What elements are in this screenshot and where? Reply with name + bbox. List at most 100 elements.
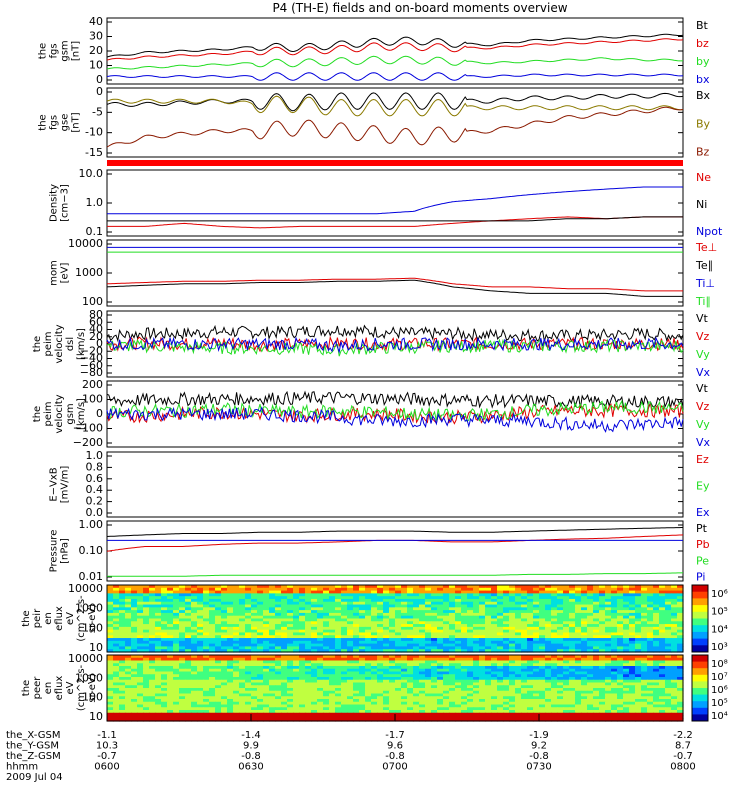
- spectrogram-cell: [293, 635, 300, 639]
- footer-value: -0.8: [529, 751, 549, 762]
- spectrogram-cell: [557, 674, 564, 678]
- spectrogram-cell: [395, 596, 402, 600]
- spectrogram-cell: [449, 674, 456, 678]
- spectrogram-cell: [503, 615, 510, 620]
- spectrogram-cell: [449, 668, 456, 673]
- spectrogram-cell: [599, 682, 606, 686]
- spectrogram-cell: [347, 668, 354, 673]
- spectrogram-cell: [635, 677, 642, 681]
- spectrogram-cell: [263, 624, 270, 628]
- spectrogram-cell: [287, 601, 294, 606]
- spectrogram-cell: [665, 596, 672, 600]
- spectrogram-cell: [371, 707, 378, 711]
- spectrogram-cell: [311, 646, 318, 650]
- spectrogram-cell: [509, 638, 516, 642]
- spectrogram-cell: [665, 610, 672, 614]
- spectrogram-cell: [443, 682, 450, 686]
- spectrogram-cell: [395, 677, 402, 681]
- spectrogram-cell: [617, 693, 624, 697]
- spectrogram-cell: [131, 685, 138, 689]
- spectrogram-cell: [395, 685, 402, 689]
- spectrogram-cell: [269, 663, 276, 667]
- spectrogram-cell: [611, 649, 618, 653]
- spectrogram-cell: [611, 604, 618, 608]
- spectrogram-cell: [425, 624, 432, 628]
- spectrogram-cell: [287, 710, 294, 714]
- spectrogram-cell: [179, 612, 186, 617]
- spectrogram-cell: [551, 685, 558, 689]
- spectrogram-cell: [557, 629, 564, 634]
- spectrogram-cell: [185, 626, 192, 631]
- spectrogram-cell: [581, 646, 588, 650]
- spectrogram-cell: [557, 624, 564, 628]
- spectrogram-cell: [431, 704, 438, 708]
- spectrogram-cell: [461, 671, 468, 675]
- spectrogram-cell: [149, 712, 156, 717]
- spectrogram-cell: [563, 638, 570, 642]
- spectrogram-cell: [113, 699, 120, 703]
- spectrogram-cell: [641, 701, 648, 706]
- y-axis-label: thefgsgse[nT]: [38, 112, 82, 132]
- spectrogram-cell: [623, 593, 630, 597]
- spectrogram-cell: [233, 704, 240, 708]
- spectrogram-cell: [143, 660, 150, 664]
- spectrogram-cell: [287, 685, 294, 689]
- y-tick-label: −20: [80, 344, 103, 357]
- spectrogram-cell: [335, 677, 342, 681]
- spectrogram-cell: [287, 671, 294, 675]
- spectrogram-cell: [677, 640, 684, 645]
- spectrogram-cell: [611, 677, 618, 681]
- spectrogram-cell: [185, 643, 192, 648]
- spectrogram-cell: [311, 674, 318, 678]
- spectrogram-cell: [353, 718, 360, 722]
- spectrogram-cell: [167, 718, 174, 722]
- spectrogram-cell: [215, 590, 222, 594]
- spectrogram-cell: [497, 598, 504, 603]
- spectrogram-cell: [149, 593, 156, 597]
- spectrogram-cell: [107, 710, 114, 714]
- spectrogram-cell: [617, 660, 624, 664]
- spectrogram-cell: [551, 624, 558, 628]
- spectrogram-cell: [449, 604, 456, 608]
- spectrogram-cell: [335, 629, 342, 634]
- spectrogram-cell: [143, 596, 150, 600]
- spectrogram-cell: [221, 615, 228, 620]
- spectrogram-cell: [659, 624, 666, 628]
- spectrogram-cell: [587, 707, 594, 711]
- spectrogram-cell: [569, 701, 576, 706]
- colorbar-segment: [692, 625, 708, 633]
- spectrogram-cell: [389, 601, 396, 606]
- legend-Vz: Vz: [696, 400, 710, 413]
- spectrogram-cell: [137, 707, 144, 711]
- spectrogram-cell: [539, 635, 546, 639]
- spectrogram-cell: [539, 632, 546, 636]
- spectrogram-cell: [167, 663, 174, 667]
- spectrogram-cell: [143, 701, 150, 706]
- spectrogram-cell: [239, 668, 246, 673]
- spectrogram-cell: [563, 666, 570, 670]
- spectrogram-cell: [413, 679, 420, 684]
- spectrogram-cell: [365, 624, 372, 628]
- spectrogram-cell: [677, 707, 684, 711]
- spectrogram-cell: [233, 590, 240, 594]
- spectrogram-cell: [563, 682, 570, 686]
- spectrogram-cell: [551, 607, 558, 611]
- spectrogram-cell: [227, 615, 234, 620]
- spectrogram-cell: [653, 598, 660, 603]
- spectrogram-cell: [203, 668, 210, 673]
- spectrogram-cell: [557, 699, 564, 703]
- spectrogram-cell: [239, 643, 246, 648]
- spectrogram-cell: [563, 718, 570, 722]
- spectrogram-cell: [539, 674, 546, 678]
- spectrogram-cell: [113, 690, 120, 695]
- spectrogram-cell: [179, 621, 186, 625]
- footer-value: -1.9: [529, 730, 549, 741]
- spectrogram-cell: [533, 649, 540, 653]
- spectrogram-cell: [293, 626, 300, 631]
- spectrogram-cell: [347, 643, 354, 648]
- spectrogram-cell: [629, 632, 636, 636]
- y-tick-label: −80: [80, 366, 103, 379]
- spectrogram-cell: [383, 649, 390, 653]
- spectrogram-cell: [179, 626, 186, 631]
